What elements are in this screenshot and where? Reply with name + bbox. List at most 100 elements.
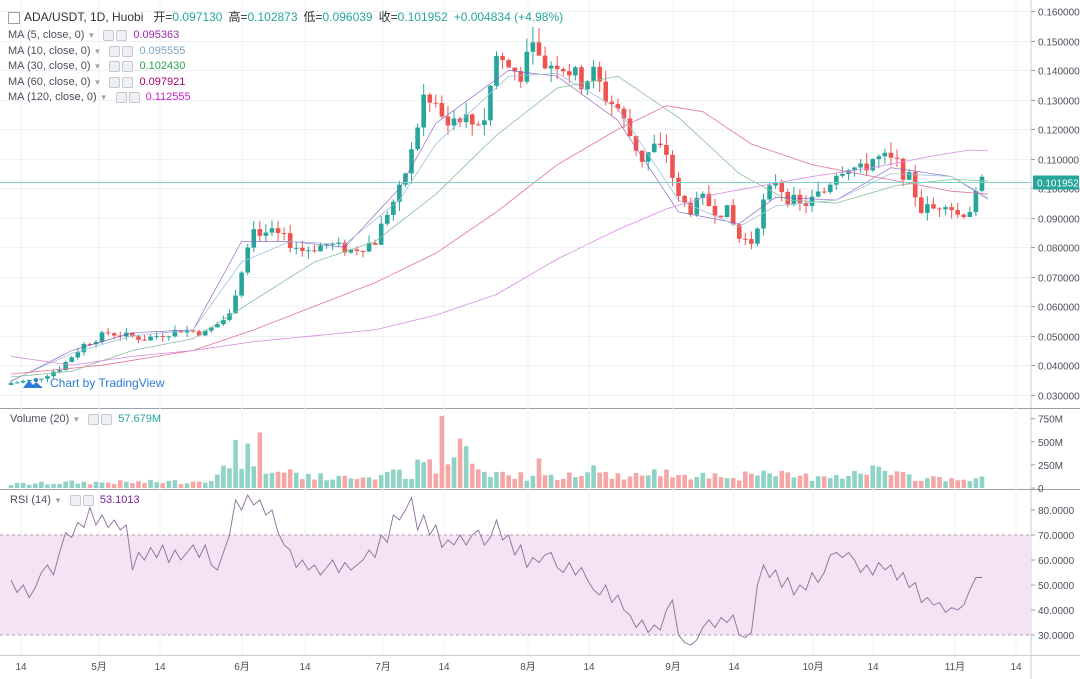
rsi-tick-label: 40.0000 [1038,606,1075,617]
candle-down [360,250,366,252]
volume-tick-label: 0 [1038,484,1044,495]
candle-up [336,242,342,244]
indicator-close-icon[interactable] [122,45,134,57]
indicator-close-icon[interactable] [122,61,134,73]
collapse-legend-icon[interactable] [8,12,20,24]
indicator-settings-icon[interactable] [115,92,127,104]
volume-bar [378,474,384,488]
volume-tick-label: 500M [1038,438,1063,449]
indicator-menu-icon[interactable]: ▼ [93,77,102,87]
volume-bar [433,473,439,488]
volume-bar [664,469,669,488]
candle-up [215,324,220,328]
volume-bar [876,466,882,488]
volume-menu-icon[interactable]: ▼ [72,414,81,424]
candle-down [864,163,869,171]
candle-up [488,85,493,121]
indicator-close-icon[interactable] [116,30,128,42]
volume-bar [257,432,263,488]
candle-up [172,330,178,337]
ma120-line [10,149,989,366]
volume-bar [548,474,554,488]
candle-up [69,357,75,363]
volume-bar [111,484,117,488]
volume-settings-icon[interactable] [88,413,100,425]
volume-label: Volume (20) [10,413,70,425]
volume-bar [93,481,99,488]
indicator-value: 0.095363 [133,29,180,41]
volume-bar [342,475,348,488]
candle-down [736,224,742,239]
volume-bar [403,478,408,488]
indicator-close-icon[interactable] [128,92,140,104]
volume-bar [530,475,536,488]
ma60-line [10,105,989,375]
volume-bar [457,438,463,488]
volume-bar [925,478,930,488]
price-tick-label: 0.100000 [1038,185,1080,196]
volume-bar [773,476,778,488]
candle-up [166,336,172,338]
volume-bar [906,474,912,488]
indicator-menu-icon[interactable]: ▼ [93,62,102,71]
rsi-settings-icon[interactable] [69,494,81,506]
candle-up [700,193,706,198]
time-tick-label: 6月 [234,661,250,673]
volume-bar [755,475,760,488]
volume-tick-label: 750M [1038,415,1063,426]
chart-legend: ADA/USDT, 1D, Huobi 开=0.097130 高=0.10287… [8,8,563,106]
volume-bar [827,478,833,488]
indicator-list: MA (5, close, 0) ▼ 0.095363 MA (10, close, … [8,28,563,106]
candle-up [330,243,335,245]
indicator-menu-icon[interactable]: ▼ [87,31,96,40]
indicator-menu-icon[interactable]: ▼ [99,93,108,102]
candle-up [882,152,888,157]
volume-bar [627,476,633,488]
volume-bar [451,457,457,488]
indicator-close-icon[interactable] [122,76,134,88]
candle-down [130,332,135,337]
rsi-close-icon[interactable] [82,494,94,506]
candle-down [300,247,305,251]
indicator-settings-icon[interactable] [103,30,115,42]
candle-up [154,336,159,338]
volume-bar [57,483,62,488]
volume-bar [694,476,700,488]
rsi-legend: RSI (14) ▼ 53.1013 [10,494,140,506]
tradingview-brand[interactable]: Chart by TradingView [22,376,165,390]
candle-up [269,228,275,233]
price-tick-label: 0.110000 [1038,156,1079,167]
volume-bar [955,480,960,488]
rsi-value: 53.1013 [99,494,140,506]
volume-bar [469,463,475,488]
indicator-settings-icon[interactable] [109,45,121,57]
volume-bar [579,475,584,488]
candle-down [688,202,693,215]
volume-bar [45,484,50,488]
candle-up [463,114,469,123]
volume-bar [815,476,821,488]
candle-down [257,229,263,236]
rsi-menu-icon[interactable]: ▼ [53,495,62,505]
indicator-label: MA (30, close, 0) [8,60,91,72]
indicator-settings-icon[interactable] [109,76,121,88]
volume-bar [281,472,287,488]
volume-bar [645,475,651,488]
volume-bar [809,480,815,488]
volume-bar [409,478,414,488]
candle-down [894,157,900,159]
volume-bar [894,471,900,488]
volume-bar [336,475,342,488]
indicator-settings-icon[interactable] [109,61,121,73]
volume-bar [840,478,845,488]
indicator-label: MA (120, close, 0) [8,91,97,103]
candle-up [251,229,257,248]
candle-down [888,152,894,158]
volume-close-icon[interactable] [101,413,113,425]
candle-up [906,172,912,180]
candle-down [427,94,433,103]
time-tick-label: 14 [583,662,595,673]
indicator-menu-icon[interactable]: ▼ [93,46,102,56]
price-tick-label: 0.150000 [1038,38,1080,49]
